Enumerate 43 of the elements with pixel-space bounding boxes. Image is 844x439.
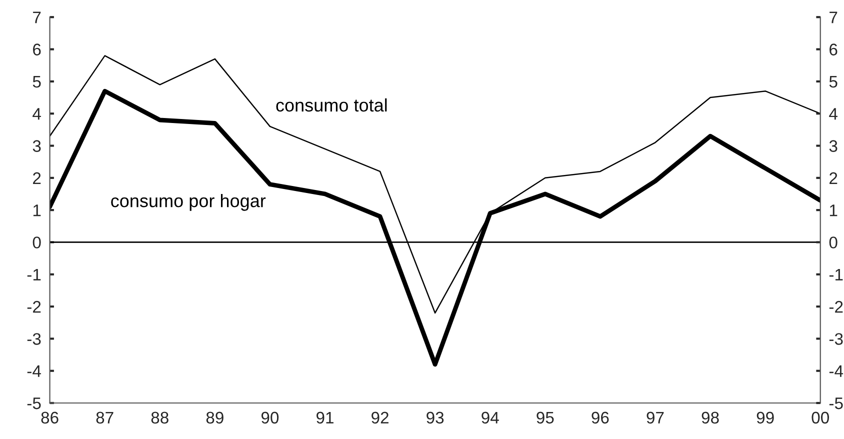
y-tick-label: 6 — [33, 44, 41, 56]
y2-tick-label: -2 — [829, 300, 843, 313]
y2-tick-label: -5 — [829, 398, 843, 410]
y-tick-label: 0 — [32, 236, 41, 248]
x-tick-label: 99 — [756, 412, 774, 424]
y-tick-label: 2 — [33, 172, 41, 184]
y-tick-label: -4 — [27, 365, 41, 377]
x-tick-label: 00 — [812, 412, 829, 424]
y2-tick-label: 7 — [830, 12, 838, 24]
y-tick-label: -2 — [27, 300, 41, 313]
x-tick-label: 94 — [482, 412, 499, 424]
x-tick-label: 96 — [592, 412, 609, 424]
y2-tick-label: -3 — [829, 333, 843, 345]
y-tick-label: -3 — [27, 333, 41, 345]
y2-tick-label: 6 — [830, 44, 838, 56]
x-tick-label: 88 — [151, 412, 168, 424]
series-label: consumo por hogar — [111, 194, 266, 211]
x-tick-label: 98 — [702, 412, 719, 424]
y-tick-label: -1 — [27, 268, 41, 280]
x-tick-label: 92 — [372, 412, 388, 424]
y2-tick-label: 3 — [829, 140, 838, 152]
y-tick-label: -5 — [27, 398, 41, 410]
y2-tick-label: -4 — [829, 365, 844, 377]
y-tick-label: 7 — [33, 12, 41, 24]
x-tick-label: 95 — [536, 412, 554, 424]
x-tick-label: 90 — [261, 412, 279, 424]
y-tick-label: 5 — [32, 76, 41, 88]
y2-tick-label: -1 — [829, 268, 843, 280]
y2-tick-label: 4 — [829, 108, 838, 120]
x-tick-label: 86 — [41, 412, 58, 424]
y-tick-label: 3 — [32, 140, 41, 152]
y-tick-label: 4 — [32, 108, 41, 120]
series-label: consumo total — [276, 98, 387, 112]
y2-tick-label: 2 — [830, 172, 838, 184]
y2-tick-label: 1 — [830, 204, 838, 216]
x-tick-label: 89 — [206, 412, 224, 424]
x-tick-label: 87 — [96, 412, 114, 424]
y2-tick-label: 0 — [829, 236, 838, 248]
x-tick-label: 93 — [426, 412, 444, 424]
x-tick-label: 97 — [646, 412, 664, 424]
x-tick-label: 91 — [316, 412, 334, 424]
y2-tick-label: 5 — [829, 76, 838, 88]
y-tick-label: 1 — [33, 204, 41, 216]
